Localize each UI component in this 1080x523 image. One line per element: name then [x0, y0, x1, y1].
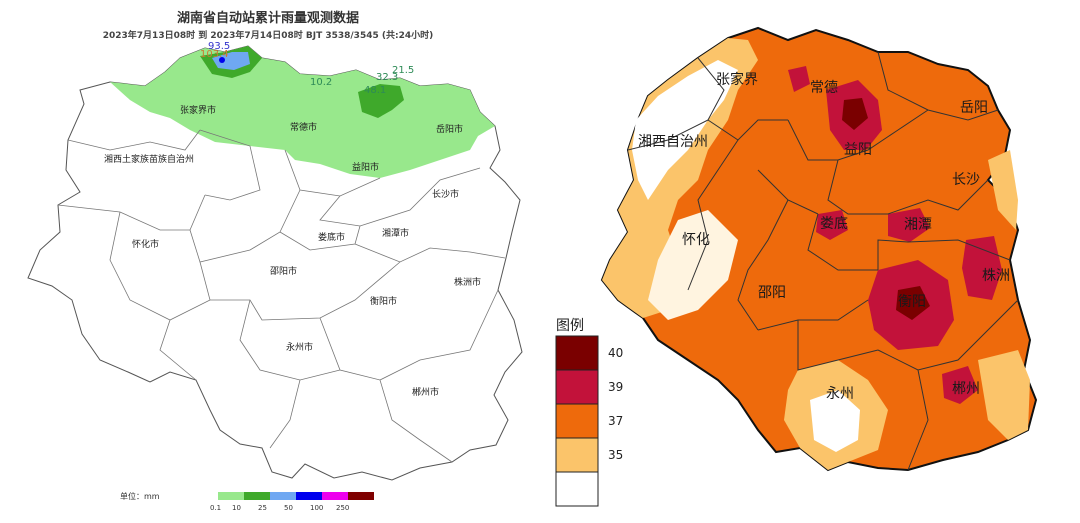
scale-tick-label: 10: [232, 504, 241, 512]
city-label: 株洲市: [454, 276, 481, 288]
temperature-zone-35-west: [602, 38, 758, 318]
scale-tick-label: 50: [284, 504, 293, 512]
city-label: 张家界市: [180, 104, 216, 116]
temperature-zone-39-loudi: [816, 210, 848, 240]
city-label: 湘潭: [904, 216, 932, 233]
city-label: 常德市: [290, 121, 317, 133]
city-label: 湘西土家族苗族自治州: [104, 153, 194, 165]
legend-label: 37: [608, 414, 623, 428]
rain-area-heavy: [212, 52, 250, 70]
rainfall-scale-ticks: 0.1 10 25 50 100 250: [210, 504, 349, 512]
temperature-zone-35-east: [988, 150, 1018, 230]
city-label: 怀化市: [132, 238, 159, 250]
rainfall-map-subtitle: 2023年7月13日08时 到 2023年7月14日08时 BJT 3538/3…: [103, 29, 433, 41]
rain-value: 93.5: [208, 41, 230, 52]
temperature-zone-40-yiyang: [842, 98, 868, 130]
temperature-prefecture-boundaries: [627, 51, 1019, 471]
city-label: 永州: [826, 386, 854, 402]
city-label: 张家界: [716, 71, 758, 88]
city-label: 邵阳市: [270, 265, 297, 277]
city-label: 常德: [810, 80, 838, 96]
scale-color-block: [270, 492, 296, 500]
scale-color-block: [322, 492, 348, 500]
scale-tick-label: 250: [336, 504, 349, 512]
city-label: 永州市: [286, 341, 313, 353]
rainfall-map-panel: 湖南省自动站累计雨量观测数据 2023年7月13日08时 到 2023年7月14…: [0, 0, 540, 518]
rainfall-map-title: 湖南省自动站累计雨量观测数据: [177, 10, 359, 26]
legend-color-block: [555, 335, 599, 371]
city-label: 衡阳市: [370, 295, 397, 307]
city-label: 湘潭市: [382, 227, 409, 239]
city-label: 郴州市: [412, 386, 439, 398]
temperature-zone-40-hengyang: [896, 286, 930, 320]
scale-color-block: [348, 492, 374, 500]
prefecture-boundaries: [57, 129, 506, 463]
scale-unit-label: 单位：mm: [120, 491, 160, 501]
temperature-legend: 图例 40 39 37 35: [555, 318, 623, 507]
city-label: 怀化: [682, 232, 710, 248]
legend-color-blocks: [555, 335, 599, 507]
city-label: 湘西自治州: [638, 134, 708, 150]
temperature-map-panel: 张家界 常德 岳阳 湘西自治州 益阳 长沙 怀化 娄底 湘潭 株洲 邵阳 衡阳 …: [548, 0, 1080, 518]
scale-color-block: [244, 492, 270, 500]
temperature-zone-35-southeast: [978, 350, 1030, 440]
city-label: 郴州: [952, 381, 980, 397]
rain-area-moderate-2: [358, 84, 404, 118]
rain-value: 21.5: [392, 65, 414, 76]
rain-area-storm: [219, 57, 225, 63]
legend-color-block: [555, 471, 599, 507]
city-label: 娄底: [820, 216, 848, 232]
city-label: 衡阳: [898, 294, 926, 310]
rain-value: 103.4: [200, 49, 229, 60]
legend-label: 35: [608, 448, 623, 462]
temperature-zone-below35-west: [632, 60, 738, 200]
city-label: 岳阳市: [436, 123, 463, 135]
scale-tick-label: 100: [310, 504, 323, 512]
rain-value: 32.3: [376, 72, 398, 83]
city-labels: 张家界市 常德市 岳阳市 湘西土家族苗族自治州 益阳市 长沙市 怀化市 娄底市 …: [104, 104, 481, 398]
city-label: 益阳市: [352, 161, 379, 173]
legend-label: 40: [608, 346, 623, 360]
scale-tick-label: 25: [258, 504, 267, 512]
legend-title: 图例: [556, 318, 584, 334]
rainfall-color-scale: [218, 492, 374, 500]
city-label: 益阳: [844, 142, 872, 158]
legend-color-block: [555, 403, 599, 439]
rainfall-map-svg: 湖南省自动站累计雨量观测数据 2023年7月13日08时 到 2023年7月14…: [27, 10, 523, 512]
city-label: 株洲: [982, 268, 1010, 284]
city-label: 邵阳: [758, 285, 786, 301]
scale-tick-label: 0.1: [210, 504, 221, 512]
rain-area-light: [110, 46, 495, 178]
scale-color-block: [296, 492, 322, 500]
legend-label: 39: [608, 380, 623, 394]
rain-value-labels: 93.5 103.4 10.2 21.5 32.3 48.1: [200, 41, 414, 96]
city-label: 长沙市: [432, 188, 459, 200]
temperature-zone-39-changde: [788, 66, 810, 92]
temperature-zone-below35-south: [810, 390, 860, 452]
temperature-map-svg: 张家界 常德 岳阳 湘西自治州 益阳 长沙 怀化 娄底 湘潭 株洲 邵阳 衡阳 …: [555, 26, 1038, 507]
legend-labels: 40 39 37 35: [608, 346, 623, 462]
city-label: 岳阳: [960, 100, 988, 116]
temperature-zone-below35-sw: [648, 210, 738, 320]
temperature-zone-39-zhuzhou: [962, 236, 1002, 300]
legend-color-block: [555, 437, 599, 473]
scale-color-block: [218, 492, 244, 500]
city-label: 娄底市: [318, 231, 345, 243]
rain-value: 10.2: [310, 77, 332, 88]
temperature-zone-39-xiangtan: [888, 208, 930, 242]
rain-value: 48.1: [364, 85, 386, 96]
temperature-city-labels: 张家界 常德 岳阳 湘西自治州 益阳 长沙 怀化 娄底 湘潭 株洲 邵阳 衡阳 …: [638, 71, 1010, 402]
temperature-zone-39-chenzhou: [942, 366, 978, 404]
legend-color-block: [555, 369, 599, 405]
city-label: 长沙: [952, 172, 980, 188]
